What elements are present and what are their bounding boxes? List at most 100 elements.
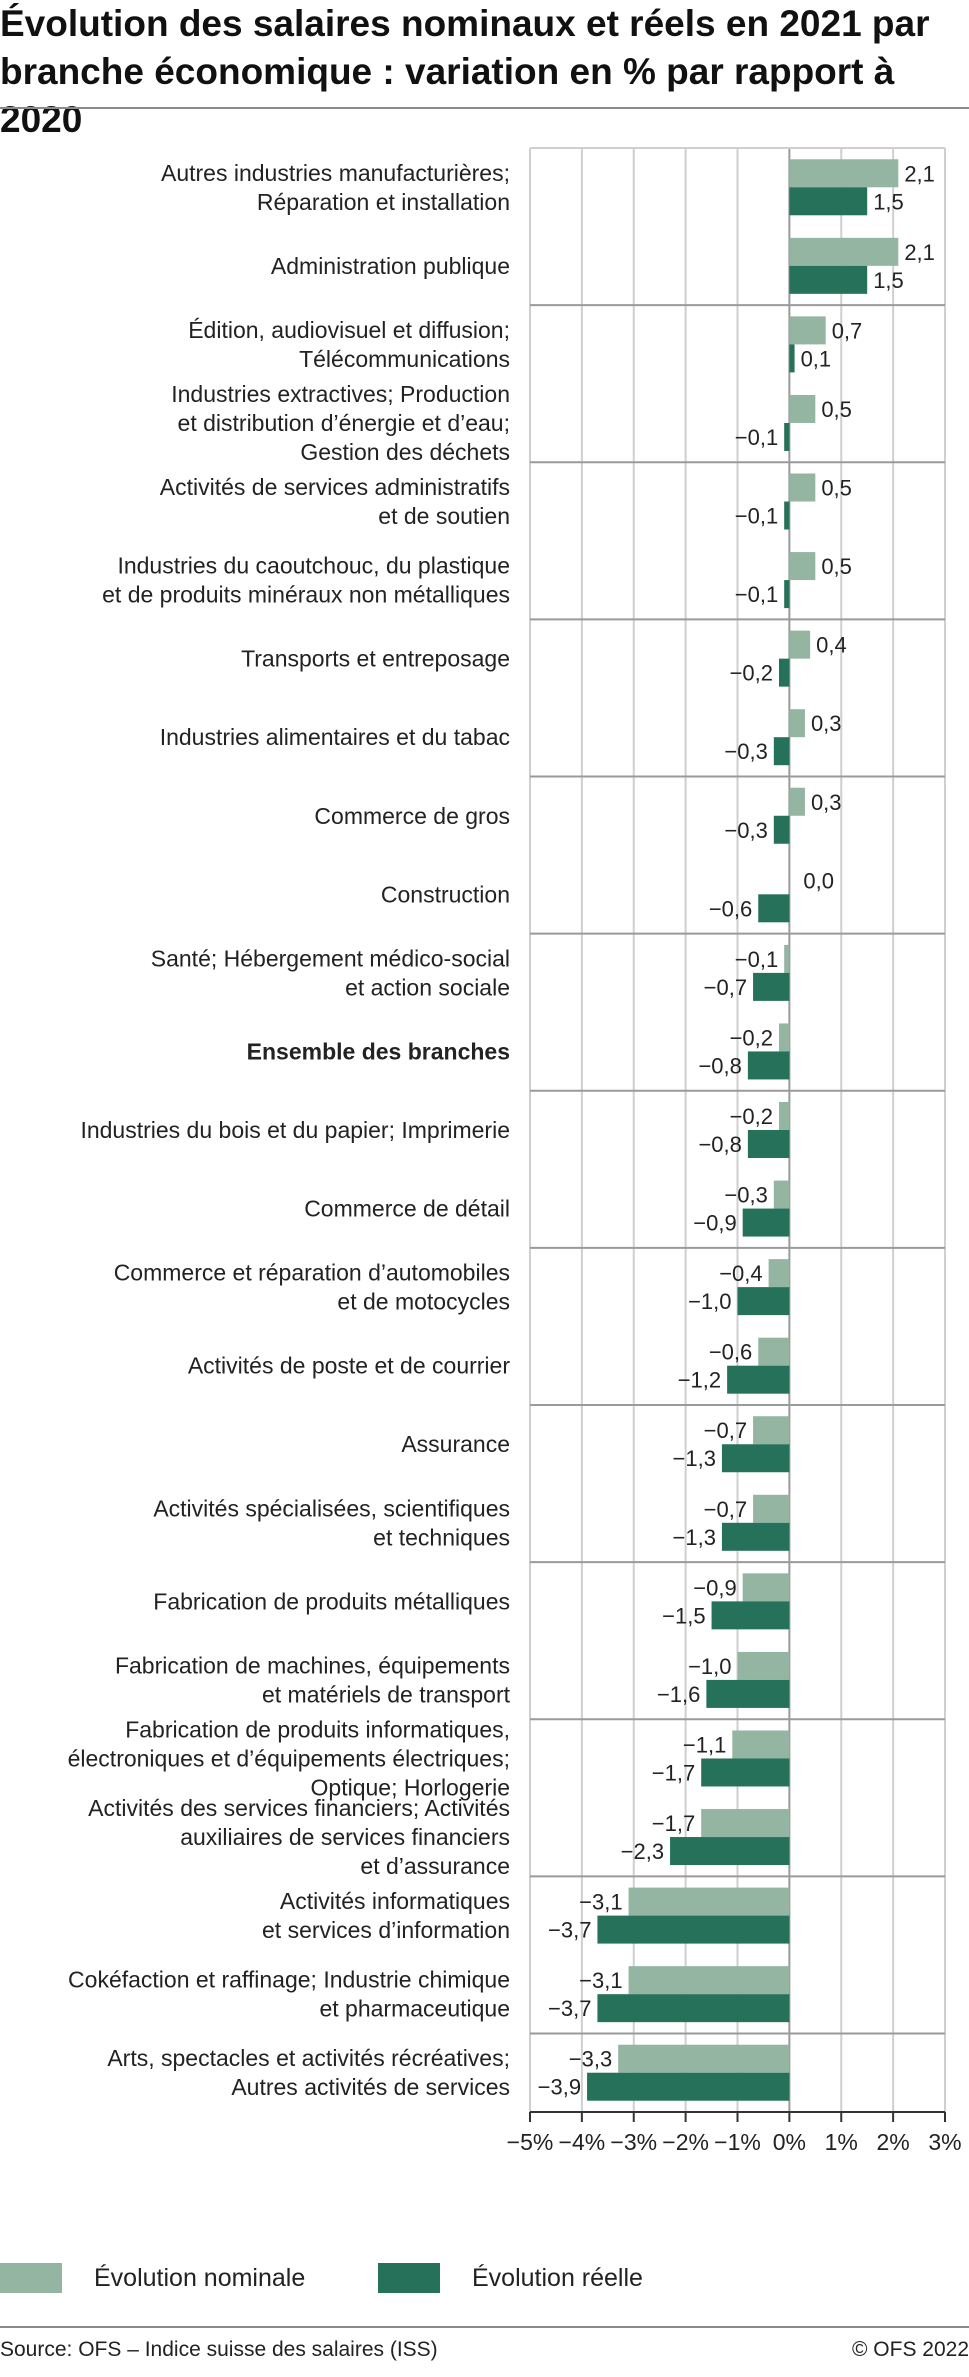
data-label-real-23: −3,7 [548, 1996, 591, 2021]
category-label-21-1: auxiliaires de services financiers [180, 1824, 510, 1850]
category-label-2-0: Édition, audiovisuel et diffusion; [188, 317, 510, 343]
data-label-real-0: 1,5 [873, 189, 904, 214]
data-label-nominal-6: 0,4 [816, 633, 847, 658]
x-tick-label-1: −4% [559, 2129, 606, 2155]
category-label-12-0: Industries du bois et du papier; Imprime… [80, 1117, 510, 1143]
x-tick-label-6: 1% [825, 2129, 858, 2155]
category-label-17-1: et techniques [373, 1524, 510, 1550]
bar-real-23 [597, 1994, 790, 2023]
bar-nominal-7 [789, 709, 805, 738]
bar-real-14 [737, 1287, 790, 1316]
category-label-9-0: Construction [381, 881, 510, 907]
category-labels: Autres industries manufacturières; Répara… [68, 160, 511, 2100]
data-label-nominal-13: −0,3 [724, 1183, 767, 1208]
category-label-13-0: Commerce de détail [304, 1196, 510, 1222]
x-tick-label-8: 3% [928, 2129, 961, 2155]
bar-real-10 [753, 972, 790, 1001]
bars [587, 159, 899, 2101]
category-label-6-0: Transports et entreposage [241, 646, 510, 672]
footer-divider [0, 2326, 969, 2328]
data-label-real-10: −0,7 [704, 975, 747, 1000]
data-label-real-2: 0,1 [801, 346, 832, 371]
data-label-nominal-9: 0,0 [803, 868, 834, 893]
data-label-nominal-5: 0,5 [821, 554, 852, 579]
data-label-real-14: −1,0 [688, 1289, 731, 1314]
category-label-0-1: Réparation et installation [257, 189, 510, 215]
data-label-nominal-7: 0,3 [811, 711, 842, 736]
bar-nominal-15 [758, 1337, 790, 1366]
x-tick-label-7: 2% [877, 2129, 910, 2155]
bar-nominal-21 [701, 1809, 790, 1838]
category-label-17-0: Activités spécialisées, scientifiques [153, 1495, 510, 1521]
bar-nominal-6 [789, 630, 811, 659]
legend-label-real: Évolution réelle [472, 2263, 643, 2292]
data-label-nominal-0: 2,1 [904, 161, 935, 186]
category-label-22-0: Activités informatiques [280, 1888, 510, 1914]
category-label-11-0: Ensemble des branches [247, 1038, 510, 1064]
bar-nominal-19 [737, 1651, 790, 1680]
bar-real-17 [721, 1522, 790, 1551]
x-tick-label-3: −2% [662, 2129, 709, 2155]
bar-nominal-23 [628, 1966, 790, 1995]
data-label-nominal-15: −0,6 [709, 1340, 752, 1365]
bar-real-0 [789, 187, 868, 216]
data-label-real-5: −0,1 [735, 582, 778, 607]
data-label-nominal-11: −0,2 [730, 1025, 773, 1050]
category-label-23-1: et pharmaceutique [319, 1996, 510, 2022]
bar-real-19 [706, 1679, 790, 1708]
bar-nominal-5 [789, 552, 816, 581]
data-label-nominal-22: −3,1 [579, 1890, 622, 1915]
bar-nominal-22 [628, 1887, 790, 1916]
data-label-real-19: −1,6 [657, 1682, 700, 1707]
title-divider [0, 107, 969, 109]
category-label-20-2: Optique; Horlogerie [311, 1774, 510, 1800]
bar-real-11 [747, 1051, 790, 1080]
data-label-real-24: −3,9 [538, 2075, 581, 2100]
category-label-21-2: et d’assurance [360, 1853, 510, 1879]
x-tick-label-5: 0% [773, 2129, 806, 2155]
data-label-real-11: −0,8 [698, 1053, 741, 1078]
category-label-10-0: Santé; Hébergement médico-social [151, 945, 510, 971]
bar-nominal-24 [618, 2044, 790, 2073]
category-label-16-0: Assurance [401, 1431, 510, 1457]
category-label-3-2: Gestion des déchets [300, 439, 510, 465]
category-label-24-0: Arts, spectacles et activités récréative… [107, 2045, 510, 2071]
category-label-14-0: Commerce et réparation d’automobiles [114, 1260, 510, 1286]
bar-nominal-0 [789, 159, 899, 188]
bar-nominal-4 [789, 473, 816, 502]
x-tick-label-4: −1% [714, 2129, 761, 2155]
bar-nominal-2 [789, 316, 826, 345]
data-label-nominal-10: −0,1 [735, 947, 778, 972]
data-label-real-13: −0,9 [693, 1211, 736, 1236]
data-label-nominal-16: −0,7 [704, 1418, 747, 1443]
bar-nominal-3 [789, 394, 816, 423]
legend-label-nominal: Évolution nominale [94, 2263, 306, 2292]
bar-real-16 [721, 1444, 790, 1473]
bar-real-12 [747, 1130, 790, 1158]
data-label-nominal-18: −0,9 [693, 1575, 736, 1600]
data-label-nominal-2: 0,7 [832, 318, 863, 343]
bar-real-6 [779, 658, 790, 687]
data-label-nominal-4: 0,5 [821, 476, 852, 501]
category-label-19-0: Fabrication de machines, équipements [115, 1652, 510, 1678]
data-label-nominal-3: 0,5 [821, 397, 852, 422]
category-label-20-1: électroniques et d’équipements électriqu… [68, 1745, 510, 1771]
category-label-0-0: Autres industries manufacturières; [161, 160, 510, 186]
copyright-note: © OFS 2022 [851, 2338, 969, 2361]
bar-real-24 [587, 2072, 790, 2101]
data-label-real-7: −0,3 [724, 739, 767, 764]
category-label-4-0: Activités de services administratifs [160, 474, 510, 500]
data-label-nominal-17: −0,7 [704, 1497, 747, 1522]
chart-title: Évolution des salaires nominaux et réels… [0, 3, 930, 140]
data-label-nominal-23: −3,1 [579, 1968, 622, 1993]
data-label-real-8: −0,3 [724, 818, 767, 843]
category-label-8-0: Commerce de gros [314, 803, 510, 829]
data-label-real-1: 1,5 [873, 268, 904, 293]
data-label-real-17: −1,3 [673, 1525, 716, 1550]
bar-nominal-12 [779, 1102, 790, 1130]
bar-nominal-20 [732, 1730, 790, 1759]
bar-nominal-18 [742, 1573, 790, 1602]
legend: Évolution nominale Évolution réelle [0, 2258, 969, 2298]
data-label-nominal-1: 2,1 [904, 240, 935, 265]
data-label-real-4: −0,1 [735, 504, 778, 529]
